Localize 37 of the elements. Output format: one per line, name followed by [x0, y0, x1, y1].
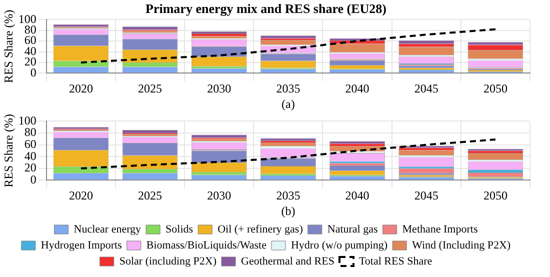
legend-label: Geothermal and RES	[241, 255, 334, 268]
legend-label: Natural gas	[327, 223, 378, 236]
y-tick-label: 60	[24, 136, 36, 151]
x-tick-label: 2040	[345, 188, 370, 203]
legend-label: Biomass/BioLiquids/Waste	[146, 239, 267, 252]
y-tick-label: 20	[24, 160, 36, 175]
y-axis-title: RES Share (%)	[1, 10, 16, 84]
legend-label: Oil (+ refinery gas)	[218, 223, 304, 236]
y-tick-label: 40	[24, 148, 36, 163]
legend-label: Solar (including P2X)	[119, 255, 217, 268]
x-tick-label: 2035	[276, 188, 300, 203]
legend-label: Solids	[166, 223, 194, 236]
x-tick-label: 2040	[345, 82, 370, 96]
y-axis-title: RES Share (%)	[1, 114, 16, 188]
x-axis-title: (b)	[281, 204, 296, 218]
x-tick-label: 2020	[68, 82, 93, 96]
x-tick-label: 2050	[483, 82, 508, 96]
x-tick-label: 2020	[68, 188, 93, 203]
legend-label: Wind (Including P2X)	[412, 239, 511, 252]
legend-label: Hydrogen Imports	[40, 239, 122, 252]
y-tick-label: 0	[30, 172, 36, 186]
x-tick-label: 2045	[414, 188, 438, 203]
legend-label: Total RES Share	[358, 255, 432, 268]
chart-title: Primary energy mix and RES share (EU28)	[146, 1, 386, 16]
x-tick-label: 2025	[138, 188, 162, 203]
x-tick-label: 2025	[138, 82, 162, 96]
y-tick-label: 100	[18, 113, 36, 128]
y-tick-label: 80	[24, 125, 36, 140]
legend-label: Nuclear energy	[74, 223, 142, 236]
x-tick-label: 2045	[414, 82, 438, 96]
legend-label: Methane Imports	[402, 223, 478, 236]
x-tick-label: 2030	[207, 82, 232, 96]
x-axis-title: (a)	[282, 96, 295, 111]
legend-label: Hydro (w/o pumping)	[290, 239, 388, 252]
x-tick-label: 2050	[483, 188, 508, 203]
x-tick-label: 2030	[207, 188, 232, 203]
x-tick-label: 2035	[276, 82, 300, 96]
